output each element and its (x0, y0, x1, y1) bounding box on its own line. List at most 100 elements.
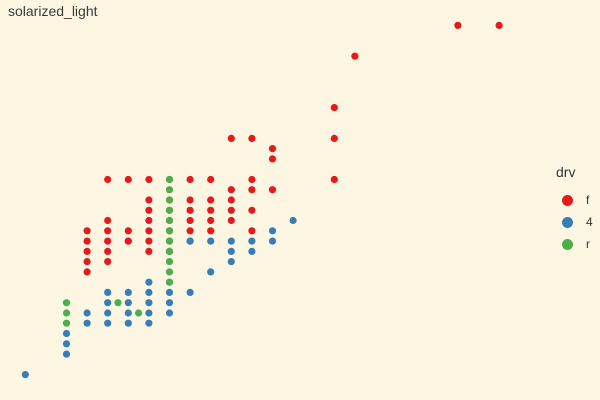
data-point-f-23 (145, 196, 153, 204)
data-point-r-13 (165, 196, 174, 204)
legend-swatch-f (562, 194, 573, 206)
data-point-r-11 (165, 216, 174, 225)
data-point-f-19 (227, 186, 235, 194)
data-point-4-22 (145, 278, 153, 286)
data-point-r-12 (165, 206, 174, 214)
data-point-r-1 (62, 309, 71, 317)
data-point-4-21 (104, 288, 112, 296)
data-point-f-51 (83, 268, 91, 276)
data-point-f-58 (248, 227, 256, 235)
data-point-4-16 (165, 309, 174, 317)
data-point-4-31 (268, 227, 277, 235)
data-point-f-10 (248, 175, 256, 184)
data-point-f-34 (104, 227, 112, 235)
data-point-f-56 (207, 216, 215, 225)
data-point-4-24 (207, 268, 215, 276)
data-point-4-1 (62, 350, 71, 358)
data-point-f-1 (495, 21, 503, 29)
data-point-r-6 (165, 268, 174, 276)
data-point-f-13 (104, 175, 112, 184)
data-point-f-30 (145, 206, 153, 214)
data-point-4-29 (268, 237, 277, 245)
data-point-f-11 (248, 186, 256, 194)
data-point-f-14 (124, 175, 132, 184)
data-point-f-26 (207, 196, 215, 204)
data-point-f-0 (454, 21, 462, 29)
data-point-4-12 (145, 319, 153, 327)
legend-item-4: 4 (556, 211, 593, 233)
data-point-f-22 (248, 206, 256, 214)
data-point-f-28 (186, 206, 194, 214)
data-point-f-15 (145, 175, 153, 184)
data-point-4-20 (124, 288, 132, 296)
data-point-f-42 (207, 227, 215, 235)
data-point-f-36 (83, 237, 91, 245)
chart-title: solarized_light (8, 3, 98, 19)
data-point-f-57 (227, 216, 235, 225)
data-point-f-52 (104, 258, 112, 266)
data-point-4-11 (124, 299, 132, 307)
data-point-r-14 (165, 186, 174, 194)
data-point-r-10 (165, 227, 174, 235)
data-point-4-30 (248, 247, 256, 255)
data-point-4-33 (207, 237, 215, 245)
data-point-r-7 (165, 258, 174, 266)
legend-label-f: f (586, 193, 590, 207)
data-point-r-2 (62, 299, 71, 307)
data-point-f-49 (83, 247, 91, 255)
data-point-f-17 (186, 175, 194, 184)
data-point-4-34 (186, 237, 194, 245)
data-point-4-25 (227, 258, 235, 266)
data-point-f-3 (330, 104, 338, 112)
data-point-f-8 (268, 155, 277, 163)
data-point-4-27 (227, 237, 235, 245)
data-point-f-12 (268, 186, 277, 194)
data-point-4-2 (62, 340, 71, 348)
data-point-r-3 (114, 299, 122, 307)
data-point-f-29 (207, 206, 215, 214)
data-point-4-8 (104, 299, 112, 307)
data-point-4-13 (145, 309, 153, 317)
data-point-f-32 (186, 216, 194, 225)
legend-swatch-4 (562, 216, 573, 228)
data-point-4-17 (165, 299, 174, 307)
data-point-f-50 (83, 258, 91, 266)
data-point-f-5 (227, 134, 235, 142)
data-point-4-28 (248, 237, 256, 245)
data-point-4-4 (83, 319, 91, 327)
data-point-4-10 (124, 309, 132, 317)
data-point-f-25 (186, 196, 194, 204)
data-point-r-0 (62, 319, 71, 327)
legend-label-4: 4 (586, 215, 593, 229)
data-point-f-45 (145, 237, 153, 245)
data-point-f-4 (330, 134, 338, 142)
data-point-f-7 (268, 145, 277, 153)
data-point-4-26 (227, 247, 235, 255)
data-point-4-7 (104, 309, 112, 317)
data-point-4-6 (104, 319, 112, 327)
data-point-f-6 (248, 134, 256, 142)
data-point-4-14 (145, 299, 153, 307)
legend-item-r: r (556, 233, 593, 255)
data-point-4-9 (124, 319, 132, 327)
legend-label-r: r (586, 237, 590, 251)
data-point-f-43 (145, 216, 153, 225)
legend-title: drv (556, 164, 576, 180)
data-point-f-33 (104, 216, 112, 225)
data-point-f-39 (145, 227, 153, 235)
data-point-f-20 (227, 196, 235, 204)
legend: drv f 4 r (556, 164, 593, 255)
data-point-4-5 (83, 309, 91, 317)
data-point-f-18 (207, 175, 215, 184)
data-point-f-54 (145, 247, 153, 255)
data-point-r-5 (165, 278, 174, 286)
data-point-f-35 (83, 227, 91, 235)
data-point-r-4 (135, 309, 143, 317)
data-point-4-0 (21, 371, 29, 379)
data-point-4-18 (165, 288, 174, 296)
data-point-4-32 (289, 216, 297, 225)
data-point-4-15 (145, 288, 153, 296)
legend-swatch-r (562, 238, 573, 250)
